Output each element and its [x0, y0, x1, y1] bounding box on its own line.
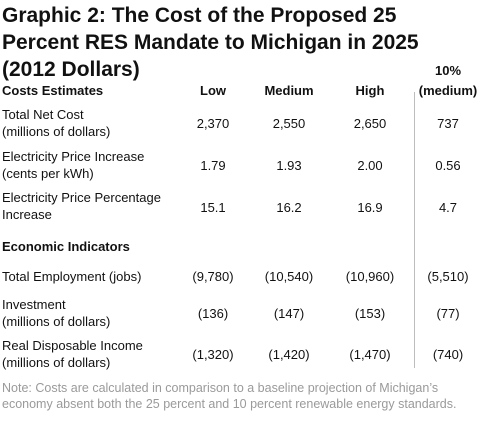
- cell-ten: 4.7: [438, 200, 458, 215]
- header-medium: Medium: [264, 83, 314, 98]
- row-sublabel: (millions of dollars): [2, 355, 111, 370]
- header-ten-line2: (medium): [418, 83, 478, 98]
- cell-medium: (10,540): [264, 269, 314, 284]
- cell-medium: (147): [273, 306, 305, 321]
- cell-medium: 1.93: [276, 158, 302, 173]
- header-high: High: [355, 83, 385, 98]
- row-sublabel: Increase: [2, 207, 52, 222]
- header-low: Low: [200, 83, 226, 98]
- cell-low: 1.79: [200, 158, 226, 173]
- row-label: Total Employment (jobs): [2, 269, 142, 284]
- column-divider: [414, 92, 415, 368]
- header-ten-line1: 10%: [434, 63, 462, 78]
- cell-high: (153): [354, 306, 386, 321]
- row-sublabel: (millions of dollars): [2, 314, 111, 329]
- cell-high: 2,650: [353, 116, 387, 131]
- row-label: Electricity Price Increase: [2, 149, 145, 164]
- cell-high: 2.00: [357, 158, 383, 173]
- cell-ten: (5,510): [427, 269, 469, 284]
- page-title: Graphic 2: The Cost of the Proposed 25 P…: [2, 4, 419, 81]
- row-label: Total Net Cost: [2, 107, 84, 122]
- cell-ten: 737: [437, 116, 459, 131]
- cell-ten: (740): [432, 347, 464, 362]
- header-costs-estimates: Costs Estimates: [2, 83, 104, 98]
- section-economic-indicators: Economic Indicators: [2, 239, 130, 254]
- cell-medium: (1,420): [268, 347, 310, 362]
- cell-low: (1,320): [192, 347, 234, 362]
- footnote: Note: Costs are calculated in comparison…: [2, 381, 457, 411]
- row-label: Investment: [2, 297, 66, 312]
- cell-ten: 0.56: [435, 158, 461, 173]
- cell-low: 15.1: [200, 200, 226, 215]
- row-label: Real Disposable Income: [2, 338, 143, 353]
- row-sublabel: (millions of dollars): [2, 124, 111, 139]
- cell-medium: 16.2: [276, 200, 302, 215]
- cell-medium: 2,550: [272, 116, 306, 131]
- row-sublabel: (cents per kWh): [2, 166, 94, 181]
- cell-low: (136): [197, 306, 229, 321]
- row-label: Electricity Price Percentage: [2, 190, 161, 205]
- cell-high: (10,960): [345, 269, 395, 284]
- cell-ten: (77): [436, 306, 460, 321]
- cell-high: 16.9: [357, 200, 383, 215]
- cell-low: 2,370: [196, 116, 230, 131]
- cell-low: (9,780): [192, 269, 234, 284]
- cell-high: (1,470): [349, 347, 391, 362]
